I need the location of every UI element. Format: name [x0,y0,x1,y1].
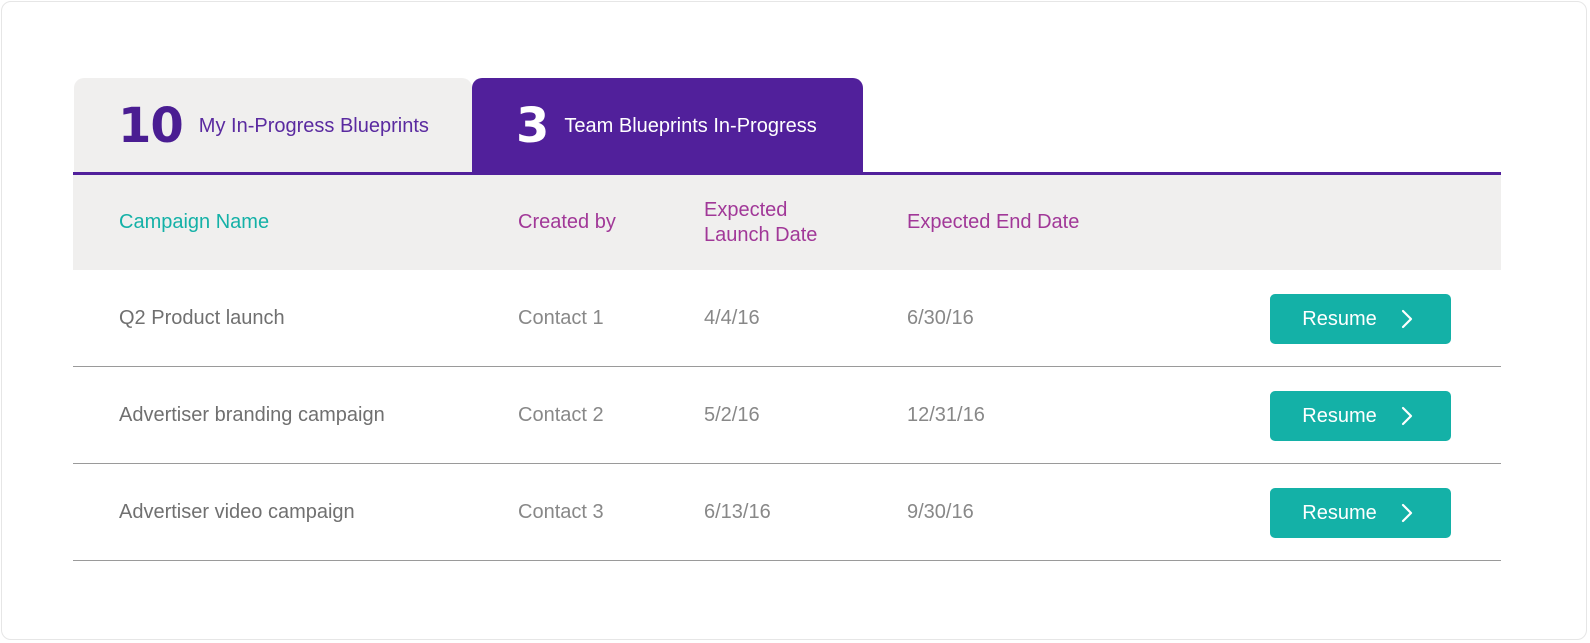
tab-team-blueprints-in-progress[interactable]: 3 Team Blueprints In-Progress [472,78,863,174]
chevron-right-icon [1401,406,1412,426]
resume-button[interactable]: Resume [1270,391,1451,441]
created-by-cell: Contact 1 [518,306,604,329]
resume-button[interactable]: Resume [1270,294,1451,344]
resume-button-label: Resume [1302,501,1377,524]
campaign-name-cell: Advertiser video campaign [119,500,355,523]
launch-date-cell: 4/4/16 [704,306,760,329]
blueprint-tabs: 10 My In-Progress Blueprints 3 Team Blue… [74,78,863,174]
end-date-cell: 9/30/16 [907,500,974,523]
created-by-cell: Contact 2 [518,403,604,426]
campaign-name-cell: Advertiser branding campaign [119,403,385,426]
tab-my-in-progress-blueprints[interactable]: 10 My In-Progress Blueprints [74,78,472,174]
table-row: Advertiser branding campaign Contact 2 5… [73,367,1501,464]
tab-label: Team Blueprints In-Progress [564,115,817,137]
resume-button-label: Resume [1302,404,1377,427]
resume-button-label: Resume [1302,307,1377,330]
table-header: Campaign Name Created by Expected Launch… [73,175,1501,270]
end-date-cell: 6/30/16 [907,306,974,329]
table-row: Advertiser video campaign Contact 3 6/13… [73,464,1501,561]
column-header-expected-launch-date[interactable]: Expected Launch Date [704,198,818,246]
blueprints-table: Campaign Name Created by Expected Launch… [73,175,1501,561]
column-header-campaign-name[interactable]: Campaign Name [119,211,270,233]
column-header-expected-end-date[interactable]: Expected End Date [907,211,1080,233]
table-row: Q2 Product launch Contact 1 4/4/16 6/30/… [73,270,1501,367]
campaign-name-cell: Q2 Product launch [119,306,285,329]
column-header-created-by[interactable]: Created by [518,211,616,233]
chevron-right-icon [1401,503,1412,523]
created-by-cell: Contact 3 [518,500,604,523]
launch-date-cell: 5/2/16 [704,403,760,426]
tab-count: 3 [516,98,549,154]
tab-count: 10 [118,98,184,154]
active-tab-underline [73,172,1501,175]
end-date-cell: 12/31/16 [907,403,985,426]
launch-date-cell: 6/13/16 [704,500,771,523]
resume-button[interactable]: Resume [1270,488,1451,538]
tab-label: My In-Progress Blueprints [198,115,429,137]
chevron-right-icon [1401,309,1412,329]
